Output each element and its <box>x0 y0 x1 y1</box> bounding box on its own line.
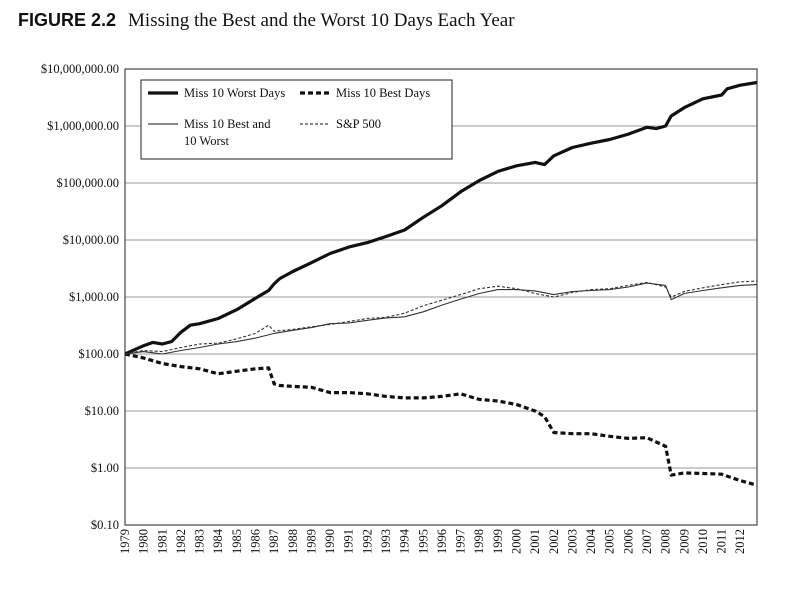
x-tick-label: 2002 <box>547 529 561 554</box>
x-tick-label: 1985 <box>230 529 244 554</box>
legend-label: S&P 500 <box>336 117 381 131</box>
x-tick-label: 1980 <box>137 529 151 554</box>
legend-label: Miss 10 Worst Days <box>184 86 285 100</box>
y-tick-label: $100,000.00 <box>57 176 120 190</box>
y-tick-label: $10,000,000.00 <box>41 62 119 76</box>
series-line-3 <box>124 280 758 355</box>
legend-label: Miss 10 Best and <box>184 117 271 131</box>
x-tick-label: 1996 <box>435 529 449 554</box>
x-tick-label: 2010 <box>696 529 710 554</box>
plot-frame <box>124 68 758 526</box>
series-line-0 <box>124 80 758 356</box>
y-tick-label: $100.00 <box>78 347 119 361</box>
legend-box <box>140 79 453 160</box>
x-tick-label: 2000 <box>510 529 524 554</box>
x-tick-label: 1989 <box>304 529 318 554</box>
x-tick-label: 1986 <box>249 529 263 554</box>
x-tick-label: 1982 <box>174 529 188 554</box>
x-tick-label: 1987 <box>267 529 281 554</box>
x-tick-label: 1997 <box>454 529 468 554</box>
x-tick-label: 1981 <box>155 529 169 554</box>
x-tick-label: 1990 <box>323 529 337 554</box>
x-tick-label: 2008 <box>659 529 673 554</box>
figure-title: FIGURE 2.2 Missing the Best and the Worst… <box>18 10 515 32</box>
legend: Miss 10 Worst Days Miss 10 Best Days Miss … <box>140 79 453 160</box>
x-tick-label: 1979 <box>118 529 132 554</box>
x-axis-tick-labels: 1979 1980 1981 1982 1983 1984 1985 1986 1987 1988… <box>118 528 747 554</box>
x-tick-label: 1992 <box>360 529 374 554</box>
figure-label: FIGURE 2.2 <box>18 10 117 30</box>
x-tick-label: 1995 <box>416 529 430 554</box>
series-line-1 <box>124 352 758 487</box>
y-axis-tick-labels: $0.10 $1.00 $10.00 $100.00 $1,000.00 $10,000.… <box>41 62 119 532</box>
figure-caption: Missing the Best and the Worst 10 Days E… <box>128 10 515 31</box>
y-tick-label: $1,000,000.00 <box>47 119 119 133</box>
x-tick-label: 1993 <box>379 529 393 554</box>
y-tick-label: $1,000.00 <box>69 290 119 304</box>
x-tick-label: 1991 <box>342 529 356 554</box>
series-layer <box>124 80 758 487</box>
y-tick-label: $0.10 <box>91 518 119 532</box>
x-tick-label: 1984 <box>211 528 225 554</box>
x-tick-label: 1998 <box>472 529 486 554</box>
legend-label: 10 Worst <box>184 134 229 148</box>
x-tick-label: 2012 <box>733 529 747 554</box>
x-tick-label: 2007 <box>640 529 654 554</box>
x-tick-label: 2011 <box>715 529 729 554</box>
x-tick-label: 2005 <box>603 529 617 554</box>
legend-label: Miss 10 Best Days <box>336 86 430 100</box>
x-tick-label: 1999 <box>491 529 505 554</box>
y-tick-label: $10.00 <box>85 404 119 418</box>
x-tick-label: 1988 <box>286 529 300 554</box>
x-tick-label: 1994 <box>398 528 412 554</box>
x-tick-label: 2004 <box>584 528 598 554</box>
y-tick-label: $1.00 <box>91 461 119 475</box>
x-tick-label: 2009 <box>677 529 691 554</box>
x-tick-label: 2003 <box>565 529 579 554</box>
x-tick-label: 2001 <box>528 529 542 554</box>
x-tick-label: 1983 <box>193 529 207 554</box>
y-tick-label: $10,000.00 <box>63 233 119 247</box>
x-tick-label: 2006 <box>621 529 635 554</box>
